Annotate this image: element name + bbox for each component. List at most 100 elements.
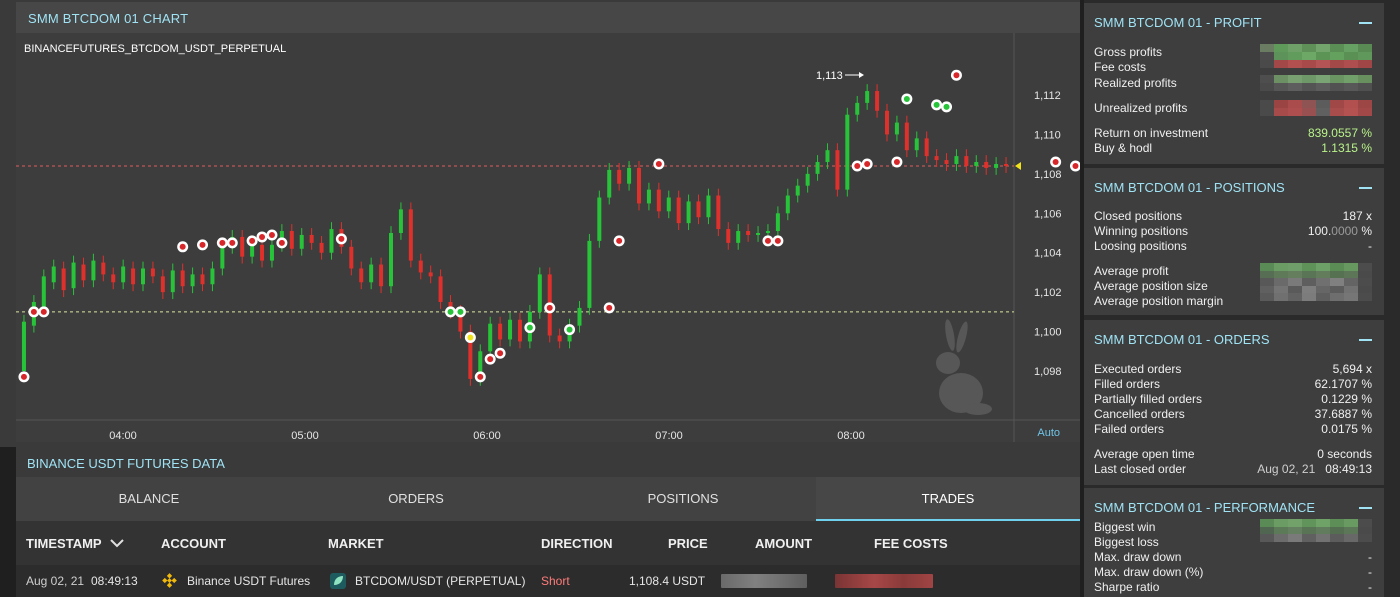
- candle: [934, 149, 939, 167]
- candle: [597, 190, 602, 248]
- candle: [260, 237, 265, 268]
- column-direction[interactable]: DIRECTION: [541, 536, 613, 551]
- column-amount[interactable]: AMOUNT: [755, 536, 813, 551]
- trade-marker[interactable]: [603, 302, 615, 314]
- candle: [319, 235, 324, 260]
- candle: [746, 224, 751, 242]
- candle: [627, 161, 632, 191]
- collapse-orders-icon[interactable]: [1359, 339, 1372, 341]
- trade-marker[interactable]: [941, 101, 953, 113]
- data-panel-title: BINANCE USDT FUTURES DATA: [27, 456, 225, 471]
- trade-marker[interactable]: [246, 235, 258, 247]
- candle: [537, 267, 542, 319]
- trade-marker[interactable]: [177, 241, 189, 253]
- last-closed-date: Aug 02, 21: [1257, 462, 1316, 476]
- candle: [795, 178, 800, 203]
- biggest-loss-row: Biggest loss: [1094, 534, 1372, 550]
- tab-trades[interactable]: TRADES: [816, 477, 1080, 521]
- auto-scale-button[interactable]: Auto: [1037, 427, 1060, 439]
- column-fee-costs[interactable]: FEE COSTS: [874, 536, 948, 551]
- biggest-win-redacted: [1260, 519, 1372, 535]
- candle: [51, 259, 56, 290]
- collapse-positions-icon[interactable]: [1359, 187, 1372, 189]
- trade-marker[interactable]: [544, 302, 556, 314]
- candle: [914, 131, 919, 158]
- failed-orders-row: Failed orders 0.0175 %: [1094, 422, 1372, 437]
- trade-marker[interactable]: [901, 93, 913, 105]
- trade-marker[interactable]: [197, 239, 209, 251]
- amount-redacted: [721, 574, 807, 588]
- trade-marker[interactable]: [931, 99, 943, 111]
- column-market[interactable]: MARKET: [328, 536, 384, 551]
- candle: [617, 163, 622, 191]
- trade-marker[interactable]: [445, 306, 457, 318]
- trade-marker[interactable]: [524, 322, 536, 334]
- column-timestamp[interactable]: TIMESTAMP: [26, 536, 102, 551]
- current-price-pointer-icon: [1015, 161, 1021, 170]
- y-tick-label: 1,112: [1034, 90, 1061, 102]
- trade-direction: Short: [541, 574, 570, 588]
- x-tick-label: 07:00: [655, 430, 683, 442]
- candle: [607, 163, 612, 205]
- trade-marker[interactable]: [256, 231, 268, 243]
- data-panel-header: BINANCE USDT FUTURES DATA: [16, 447, 1080, 477]
- trade-marker[interactable]: [266, 229, 278, 241]
- losing-positions-row: Loosing positions -: [1094, 239, 1372, 254]
- table-row[interactable]: Aug 02, 21 08:49:13 Binance USDT Futures…: [16, 565, 1080, 597]
- candle: [190, 267, 195, 294]
- collapse-performance-icon[interactable]: [1359, 507, 1372, 509]
- x-tick-label: 05:00: [291, 430, 319, 442]
- candle: [686, 194, 691, 231]
- fee-costs-label: Fee costs: [1094, 60, 1147, 74]
- trade-marker[interactable]: [772, 235, 784, 247]
- trade-marker[interactable]: [28, 306, 40, 318]
- sort-chevron-down-icon[interactable]: [110, 539, 124, 548]
- gross-profits-row: Gross profits: [1094, 44, 1372, 60]
- trade-marker[interactable]: [335, 233, 347, 245]
- performance-card: SMM BTCDOM 01 - PERFORMANCE Biggest win …: [1084, 488, 1384, 597]
- biggest-win-row: Biggest win: [1094, 519, 1372, 535]
- average-profit-row: Average profit: [1094, 263, 1372, 279]
- trade-marker[interactable]: [276, 237, 288, 249]
- trade-marker[interactable]: [653, 158, 665, 170]
- tab-orders[interactable]: ORDERS: [388, 491, 444, 506]
- trade-marker[interactable]: [564, 324, 576, 336]
- closed-positions-value: 187 x: [1342, 209, 1372, 223]
- candle: [587, 233, 592, 315]
- tab-balance[interactable]: BALANCE: [118, 491, 180, 506]
- candle: [121, 259, 126, 290]
- roi-row: Return on investment 839.0557 %: [1094, 126, 1372, 141]
- biggest-loss-label: Biggest loss: [1094, 535, 1159, 549]
- collapse-profit-icon[interactable]: [1359, 22, 1372, 24]
- trade-marker[interactable]: [950, 69, 962, 81]
- trade-marker[interactable]: [851, 160, 863, 172]
- trade-marker[interactable]: [1050, 156, 1062, 168]
- trade-marker[interactable]: [1069, 160, 1080, 172]
- trade-marker[interactable]: [494, 347, 506, 359]
- candlestick-chart[interactable]: 1,112 1,110 1,108 1,106 1,104 1,102 1,100 1,098…: [16, 33, 1080, 442]
- trade-marker[interactable]: [484, 353, 496, 365]
- trade-marker[interactable]: [18, 371, 30, 383]
- max-draw-down-pct-row: Max. draw down (%) -: [1094, 565, 1372, 580]
- tab-positions[interactable]: POSITIONS: [647, 491, 719, 506]
- candle: [775, 206, 780, 238]
- price-chart[interactable]: 1,112 1,110 1,108 1,106 1,104 1,102 1,100 1,098…: [16, 33, 1080, 442]
- trade-marker[interactable]: [38, 306, 50, 318]
- candle: [845, 107, 850, 197]
- biggest-loss-redacted: [1260, 534, 1372, 542]
- trade-marker[interactable]: [454, 306, 466, 318]
- cancelled-orders-value: 37.6887 %: [1314, 407, 1372, 421]
- candle: [81, 257, 86, 288]
- trade-marker[interactable]: [474, 371, 486, 383]
- trade-marker[interactable]: [613, 235, 625, 247]
- trade-marker[interactable]: [891, 156, 903, 168]
- column-account[interactable]: ACCOUNT: [161, 536, 226, 551]
- trade-marker[interactable]: [861, 158, 873, 170]
- trade-marker[interactable]: [226, 237, 238, 249]
- candle: [91, 253, 96, 288]
- column-price[interactable]: PRICE: [668, 536, 708, 551]
- trade-marker[interactable]: [464, 331, 476, 343]
- trade-marker[interactable]: [762, 235, 774, 247]
- losing-positions-value: -: [1368, 239, 1372, 253]
- trade-marker[interactable]: [216, 237, 228, 249]
